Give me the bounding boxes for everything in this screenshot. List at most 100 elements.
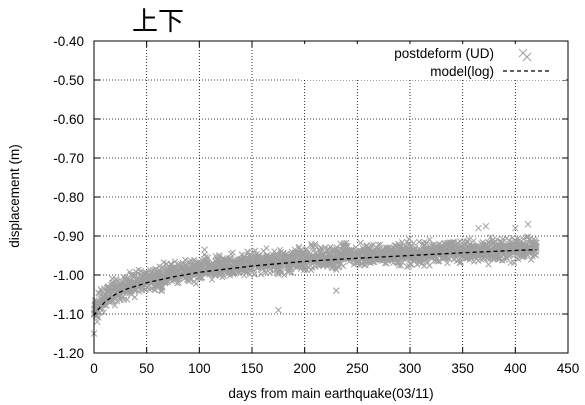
- x-marker-stroke: [251, 271, 258, 278]
- x-marker-stroke: [91, 297, 99, 304]
- x-marker-stroke: [111, 302, 118, 309]
- x-marker-stroke: [115, 292, 123, 299]
- scatter-point: [277, 267, 285, 274]
- y-tick-labels: -0.40-0.50-0.60-0.70-0.80-0.90-1.00-1.10…: [53, 34, 84, 361]
- x-marker-stroke: [201, 251, 208, 258]
- x-marker-stroke: [175, 279, 182, 286]
- x-tick-label: 250: [346, 361, 369, 376]
- scatter-point: [95, 314, 102, 321]
- scatter-point: [171, 258, 179, 265]
- scatter-point: [229, 249, 236, 256]
- x-marker-stroke: [152, 265, 159, 273]
- x-marker-stroke: [191, 256, 198, 264]
- x-marker-stroke: [94, 312, 101, 319]
- x-marker-stroke: [148, 285, 155, 292]
- x-marker-stroke: [182, 256, 189, 264]
- scatter-point: [215, 252, 223, 259]
- x-marker-stroke: [283, 250, 290, 258]
- x-marker-stroke: [296, 243, 303, 251]
- scatter-point: [158, 285, 166, 292]
- x-marker-stroke: [226, 255, 233, 262]
- x-marker-stroke: [167, 261, 174, 268]
- x-marker-stroke: [252, 247, 259, 254]
- x-marker-stroke: [187, 275, 194, 282]
- x-marker-stroke: [308, 241, 315, 248]
- x-tick-label: 200: [293, 361, 316, 376]
- chart-title: 上下: [132, 7, 184, 37]
- x-marker-stroke: [340, 239, 348, 247]
- x-marker-stroke: [192, 280, 200, 287]
- x-tick-label: 150: [241, 361, 264, 376]
- x-marker-stroke: [255, 254, 262, 261]
- x-marker-stroke: [199, 274, 206, 281]
- scatter-point: [191, 256, 198, 264]
- x-marker-stroke: [266, 269, 274, 277]
- scatter-point: [335, 264, 343, 271]
- x-marker-stroke: [204, 254, 212, 261]
- scatter-point: [275, 266, 283, 274]
- scatter-point: [252, 247, 259, 254]
- scatter-point: [410, 239, 417, 247]
- scatter-point: [124, 296, 131, 303]
- x-marker-stroke: [146, 285, 153, 293]
- scatter-point: [208, 276, 216, 283]
- x-marker-stroke: [147, 269, 155, 276]
- x-marker-stroke: [215, 252, 223, 259]
- x-tick-label: 0: [90, 361, 98, 376]
- x-marker-stroke: [263, 252, 271, 259]
- x-marker-stroke: [288, 265, 295, 272]
- x-tick-labels: 0 50 100 150 200 250 300 350 400 450: [90, 361, 579, 376]
- scatter-point: [131, 294, 138, 301]
- y-tick-label: -0.70: [53, 151, 84, 166]
- x-marker-stroke: [208, 276, 216, 283]
- x-marker-stroke: [100, 309, 107, 316]
- scatter-point: [114, 298, 121, 305]
- x-marker-stroke: [114, 298, 121, 305]
- x-marker-stroke: [244, 249, 252, 256]
- x-tick-label: 100: [188, 361, 211, 376]
- x-marker-stroke: [249, 265, 256, 273]
- x-marker-stroke: [227, 255, 234, 262]
- y-tick-label: -0.40: [53, 34, 84, 49]
- scatter-point: [132, 271, 139, 279]
- x-marker-stroke: [335, 264, 343, 271]
- x-marker-stroke: [158, 287, 166, 295]
- scatter-point: [192, 280, 200, 287]
- scatter-point: [111, 302, 118, 309]
- x-marker-stroke: [312, 242, 319, 250]
- x-marker-stroke: [95, 314, 102, 321]
- scatter-point: [357, 239, 364, 247]
- y-tick-label: -1.20: [53, 346, 84, 361]
- x-marker-stroke: [175, 260, 182, 268]
- x-tick-label: 350: [451, 361, 474, 376]
- x-marker-stroke: [263, 245, 270, 252]
- x-marker-stroke: [303, 245, 310, 253]
- scatter-point: [266, 269, 274, 277]
- x-marker-stroke: [291, 246, 298, 253]
- x-marker-stroke: [126, 268, 133, 276]
- x-marker-stroke: [278, 270, 285, 277]
- x-marker-stroke: [171, 258, 179, 265]
- x-marker-stroke: [277, 267, 285, 274]
- x-marker-stroke: [131, 294, 138, 301]
- x-marker-stroke: [202, 253, 209, 261]
- y-tick-label: -0.50: [53, 73, 84, 88]
- scatter-point: [251, 271, 258, 278]
- x-marker-stroke: [276, 246, 284, 254]
- x-marker-stroke: [312, 240, 319, 247]
- scatter-series: [90, 220, 540, 337]
- x-marker-stroke: [238, 251, 246, 258]
- x-marker-stroke: [212, 272, 219, 279]
- x-marker-stroke: [229, 249, 236, 256]
- scatter-point: [312, 240, 319, 247]
- y-tick-label: -0.80: [53, 190, 84, 205]
- x-marker-stroke: [132, 271, 139, 279]
- scatter-point: [238, 251, 246, 258]
- y-tick-label: -1.00: [53, 268, 84, 283]
- scatter-point: [249, 265, 256, 273]
- y-tick-label: -0.60: [53, 112, 84, 127]
- x-marker-stroke: [115, 285, 123, 293]
- x-marker-stroke: [297, 247, 304, 254]
- x-marker-stroke: [340, 262, 347, 270]
